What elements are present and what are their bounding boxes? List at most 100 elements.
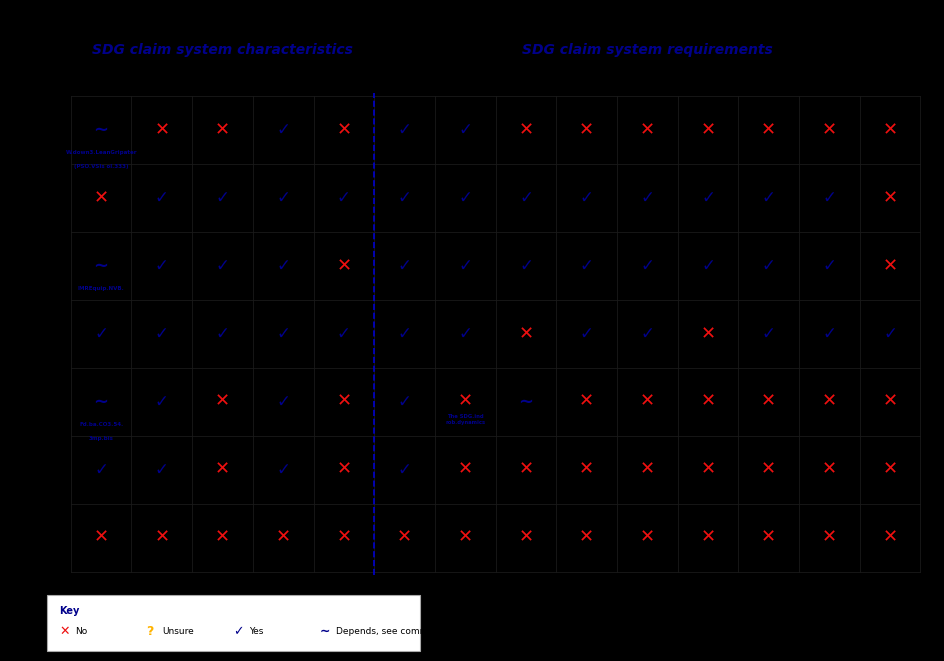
Text: ✕: ✕ — [93, 529, 109, 547]
Text: ✕: ✕ — [458, 461, 473, 479]
Text: ✓: ✓ — [459, 325, 472, 343]
Text: ✕: ✕ — [518, 461, 533, 479]
Text: ✕: ✕ — [215, 529, 230, 547]
Text: ✓: ✓ — [397, 461, 412, 479]
Text: ✓: ✓ — [580, 257, 594, 275]
Text: ✓: ✓ — [397, 325, 412, 343]
Text: ✕: ✕ — [761, 461, 776, 479]
Text: IMREquip.NVB.: IMREquip.NVB. — [77, 286, 125, 292]
Text: ✓: ✓ — [337, 189, 351, 207]
Text: ✕: ✕ — [59, 625, 70, 638]
Text: ✓: ✓ — [155, 461, 169, 479]
FancyBboxPatch shape — [47, 595, 420, 651]
Text: ✕: ✕ — [883, 189, 898, 207]
Text: ✕: ✕ — [700, 325, 716, 343]
Text: The SDG.ind
rob.dynamics: The SDG.ind rob.dynamics — [446, 414, 485, 425]
Text: Key: Key — [59, 606, 80, 616]
Text: ∼: ∼ — [93, 257, 109, 275]
Text: ✓: ✓ — [337, 325, 351, 343]
Text: ✓: ✓ — [94, 325, 108, 343]
Text: ∼: ∼ — [320, 625, 330, 638]
Text: ✓: ✓ — [762, 189, 776, 207]
Text: ✓: ✓ — [277, 121, 290, 139]
Text: ✓: ✓ — [762, 325, 776, 343]
Text: ✓: ✓ — [277, 325, 290, 343]
Text: ✓: ✓ — [701, 189, 715, 207]
Text: ✕: ✕ — [397, 529, 413, 547]
Text: ✕: ✕ — [883, 461, 898, 479]
Text: ✕: ✕ — [276, 529, 291, 547]
Text: No: No — [76, 627, 88, 636]
Text: ✕: ✕ — [579, 529, 594, 547]
Text: ✓: ✓ — [155, 257, 169, 275]
Text: ✓: ✓ — [519, 257, 532, 275]
Text: ✕: ✕ — [336, 461, 351, 479]
Text: ✕: ✕ — [700, 461, 716, 479]
Text: ✕: ✕ — [700, 393, 716, 410]
Text: ✓: ✓ — [277, 189, 290, 207]
Text: ✓: ✓ — [215, 189, 229, 207]
Text: ✕: ✕ — [822, 461, 837, 479]
Text: ✓: ✓ — [884, 325, 897, 343]
Text: ✕: ✕ — [883, 257, 898, 275]
Text: ✕: ✕ — [640, 529, 655, 547]
Text: ∼: ∼ — [93, 393, 109, 410]
Text: ✓: ✓ — [640, 257, 654, 275]
Text: Fd.ba.CO3.54.: Fd.ba.CO3.54. — [79, 422, 124, 427]
Text: ✓: ✓ — [397, 257, 412, 275]
Text: ✕: ✕ — [336, 529, 351, 547]
Text: ✕: ✕ — [822, 121, 837, 139]
Text: ✕: ✕ — [640, 393, 655, 410]
Text: ?: ? — [146, 625, 154, 638]
Text: ✓: ✓ — [155, 189, 169, 207]
Text: ✕: ✕ — [761, 121, 776, 139]
Text: ✓: ✓ — [640, 325, 654, 343]
Text: ✕: ✕ — [883, 529, 898, 547]
Text: ✕: ✕ — [336, 121, 351, 139]
Text: ✓: ✓ — [822, 189, 836, 207]
Text: ✕: ✕ — [154, 121, 169, 139]
Text: ✓: ✓ — [459, 189, 472, 207]
Text: ∼: ∼ — [93, 121, 109, 139]
Text: ✓: ✓ — [215, 257, 229, 275]
Text: ✕: ✕ — [640, 121, 655, 139]
Text: W.down3.LeanGripater: W.down3.LeanGripater — [65, 150, 137, 155]
Text: ✓: ✓ — [822, 257, 836, 275]
Text: ✓: ✓ — [277, 393, 290, 410]
Text: ✕: ✕ — [761, 529, 776, 547]
Text: ✓: ✓ — [459, 121, 472, 139]
Text: ✕: ✕ — [579, 393, 594, 410]
Text: ✕: ✕ — [640, 461, 655, 479]
Text: SDG claim system requirements: SDG claim system requirements — [522, 42, 773, 57]
Text: ✕: ✕ — [154, 529, 169, 547]
Text: ✕: ✕ — [336, 257, 351, 275]
Text: ✓: ✓ — [215, 325, 229, 343]
Text: ✕: ✕ — [215, 121, 230, 139]
Text: Depends, see comment in table: Depends, see comment in table — [336, 627, 480, 636]
Text: ✕: ✕ — [822, 529, 837, 547]
Text: Yes: Yes — [249, 627, 263, 636]
Text: ✕: ✕ — [458, 529, 473, 547]
Text: ✕: ✕ — [215, 461, 230, 479]
Text: ✓: ✓ — [459, 257, 472, 275]
Text: 3mp.bis: 3mp.bis — [89, 436, 113, 441]
Text: ✓: ✓ — [640, 189, 654, 207]
Text: ✓: ✓ — [397, 393, 412, 410]
Text: ✓: ✓ — [397, 189, 412, 207]
Text: ✕: ✕ — [579, 461, 594, 479]
Text: ∼: ∼ — [518, 393, 533, 410]
Text: ✓: ✓ — [94, 461, 108, 479]
Text: ✓: ✓ — [233, 625, 244, 638]
Text: ✕: ✕ — [518, 121, 533, 139]
Text: ✓: ✓ — [277, 257, 290, 275]
Text: ✓: ✓ — [701, 257, 715, 275]
Text: ✕: ✕ — [458, 393, 473, 410]
Text: ✓: ✓ — [277, 461, 290, 479]
Text: SDG claim system characteristics: SDG claim system characteristics — [93, 42, 353, 57]
Text: ✕: ✕ — [700, 529, 716, 547]
Text: ✕: ✕ — [822, 393, 837, 410]
Text: ✕: ✕ — [700, 121, 716, 139]
Text: ✓: ✓ — [155, 325, 169, 343]
Text: ✓: ✓ — [580, 325, 594, 343]
Text: ✕: ✕ — [336, 393, 351, 410]
